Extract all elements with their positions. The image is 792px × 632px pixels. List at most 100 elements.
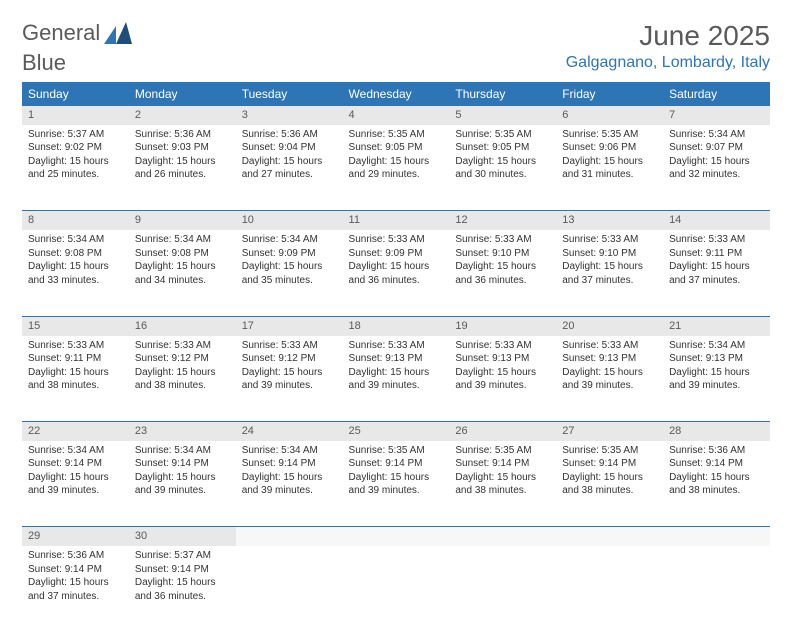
day-number: 4	[343, 106, 450, 125]
daylight-line: Daylight: 15 hours and 37 minutes.	[669, 260, 764, 287]
day-cell-empty	[663, 546, 770, 632]
day-cell: Sunrise: 5:34 AMSunset: 9:08 PMDaylight:…	[129, 230, 236, 316]
daylight-line: Daylight: 15 hours and 34 minutes.	[135, 260, 230, 287]
day-number: 6	[556, 106, 663, 125]
day-number-empty	[449, 527, 556, 546]
sunset-line: Sunset: 9:12 PM	[135, 352, 230, 366]
day-number: 3	[236, 106, 343, 125]
day-number-empty	[663, 527, 770, 546]
sunrise-line: Sunrise: 5:35 AM	[562, 444, 657, 458]
sunset-line: Sunset: 9:14 PM	[349, 457, 444, 471]
day-number: 1	[22, 106, 129, 125]
daylight-line: Daylight: 15 hours and 39 minutes.	[349, 471, 444, 498]
sunset-line: Sunset: 9:13 PM	[562, 352, 657, 366]
sunset-line: Sunset: 9:14 PM	[669, 457, 764, 471]
sunrise-line: Sunrise: 5:33 AM	[349, 339, 444, 353]
sunset-line: Sunset: 9:08 PM	[135, 247, 230, 261]
day-cell: Sunrise: 5:33 AMSunset: 9:13 PMDaylight:…	[556, 336, 663, 422]
daylight-line: Daylight: 15 hours and 30 minutes.	[455, 155, 550, 182]
sunset-line: Sunset: 9:13 PM	[669, 352, 764, 366]
weekday-header: Thursday	[449, 82, 556, 106]
sunset-line: Sunset: 9:05 PM	[455, 141, 550, 155]
weekday-header: Wednesday	[343, 82, 450, 106]
weekday-header-row: SundayMondayTuesdayWednesdayThursdayFrid…	[22, 82, 770, 106]
day-cell: Sunrise: 5:36 AMSunset: 9:14 PMDaylight:…	[663, 441, 770, 527]
sunrise-line: Sunrise: 5:36 AM	[242, 128, 337, 142]
sunrise-line: Sunrise: 5:37 AM	[28, 128, 123, 142]
day-number: 24	[236, 422, 343, 441]
daylight-line: Daylight: 15 hours and 25 minutes.	[28, 155, 123, 182]
day-cell: Sunrise: 5:33 AMSunset: 9:13 PMDaylight:…	[343, 336, 450, 422]
sunset-line: Sunset: 9:11 PM	[669, 247, 764, 261]
day-cell-empty	[343, 546, 450, 632]
day-number: 19	[449, 316, 556, 335]
day-cell: Sunrise: 5:33 AMSunset: 9:10 PMDaylight:…	[449, 230, 556, 316]
sunset-line: Sunset: 9:10 PM	[455, 247, 550, 261]
sunrise-line: Sunrise: 5:36 AM	[135, 128, 230, 142]
day-number: 20	[556, 316, 663, 335]
sunrise-line: Sunrise: 5:34 AM	[135, 233, 230, 247]
sunrise-line: Sunrise: 5:33 AM	[669, 233, 764, 247]
sunrise-line: Sunrise: 5:33 AM	[455, 339, 550, 353]
day-number: 17	[236, 316, 343, 335]
day-number: 9	[129, 211, 236, 230]
daylight-line: Daylight: 15 hours and 39 minutes.	[562, 366, 657, 393]
day-cell: Sunrise: 5:35 AMSunset: 9:06 PMDaylight:…	[556, 125, 663, 211]
daylight-line: Daylight: 15 hours and 38 minutes.	[28, 366, 123, 393]
sunset-line: Sunset: 9:10 PM	[562, 247, 657, 261]
daylight-line: Daylight: 15 hours and 37 minutes.	[28, 576, 123, 603]
sunset-line: Sunset: 9:13 PM	[455, 352, 550, 366]
sunset-line: Sunset: 9:08 PM	[28, 247, 123, 261]
location: Galgagnano, Lombardy, Italy	[566, 54, 770, 72]
sunrise-line: Sunrise: 5:35 AM	[455, 444, 550, 458]
daylight-line: Daylight: 15 hours and 39 minutes.	[242, 366, 337, 393]
day-cell: Sunrise: 5:35 AMSunset: 9:05 PMDaylight:…	[343, 125, 450, 211]
daylight-line: Daylight: 15 hours and 38 minutes.	[455, 471, 550, 498]
day-number: 2	[129, 106, 236, 125]
day-cell: Sunrise: 5:34 AMSunset: 9:13 PMDaylight:…	[663, 336, 770, 422]
day-number: 7	[663, 106, 770, 125]
sunrise-line: Sunrise: 5:37 AM	[135, 549, 230, 563]
day-number-empty	[556, 527, 663, 546]
day-cell: Sunrise: 5:35 AMSunset: 9:05 PMDaylight:…	[449, 125, 556, 211]
sunset-line: Sunset: 9:07 PM	[669, 141, 764, 155]
daylight-line: Daylight: 15 hours and 33 minutes.	[28, 260, 123, 287]
weekday-header: Monday	[129, 82, 236, 106]
day-number: 15	[22, 316, 129, 335]
daynum-row: 891011121314	[22, 211, 770, 230]
logo-word1: General	[22, 20, 100, 46]
sunrise-line: Sunrise: 5:36 AM	[28, 549, 123, 563]
week-row: Sunrise: 5:33 AMSunset: 9:11 PMDaylight:…	[22, 336, 770, 422]
daylight-line: Daylight: 15 hours and 39 minutes.	[135, 471, 230, 498]
day-number: 13	[556, 211, 663, 230]
sunrise-line: Sunrise: 5:33 AM	[28, 339, 123, 353]
page-title: June 2025	[566, 20, 770, 52]
sunset-line: Sunset: 9:09 PM	[349, 247, 444, 261]
day-cell: Sunrise: 5:35 AMSunset: 9:14 PMDaylight:…	[556, 441, 663, 527]
sunrise-line: Sunrise: 5:35 AM	[349, 444, 444, 458]
sunset-line: Sunset: 9:04 PM	[242, 141, 337, 155]
day-number: 16	[129, 316, 236, 335]
sunrise-line: Sunrise: 5:34 AM	[135, 444, 230, 458]
day-cell-empty	[236, 546, 343, 632]
daynum-row: 22232425262728	[22, 422, 770, 441]
day-cell: Sunrise: 5:34 AMSunset: 9:14 PMDaylight:…	[236, 441, 343, 527]
sunrise-line: Sunrise: 5:35 AM	[455, 128, 550, 142]
daylight-line: Daylight: 15 hours and 26 minutes.	[135, 155, 230, 182]
day-number: 29	[22, 527, 129, 546]
day-number: 11	[343, 211, 450, 230]
daylight-line: Daylight: 15 hours and 39 minutes.	[455, 366, 550, 393]
daylight-line: Daylight: 15 hours and 29 minutes.	[349, 155, 444, 182]
sunrise-line: Sunrise: 5:33 AM	[562, 339, 657, 353]
sunrise-line: Sunrise: 5:34 AM	[242, 233, 337, 247]
day-cell-empty	[556, 546, 663, 632]
logo-word2: Blue	[22, 50, 66, 75]
daylight-line: Daylight: 15 hours and 31 minutes.	[562, 155, 657, 182]
day-number: 8	[22, 211, 129, 230]
title-block: June 2025 Galgagnano, Lombardy, Italy	[566, 20, 770, 72]
daylight-line: Daylight: 15 hours and 36 minutes.	[135, 576, 230, 603]
daynum-row: 15161718192021	[22, 316, 770, 335]
sunrise-line: Sunrise: 5:33 AM	[455, 233, 550, 247]
day-cell-empty	[449, 546, 556, 632]
daylight-line: Daylight: 15 hours and 38 minutes.	[135, 366, 230, 393]
